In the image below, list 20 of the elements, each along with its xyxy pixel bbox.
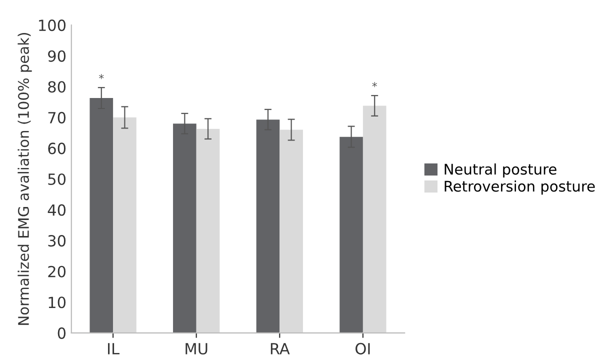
y-tick-label: 0 <box>58 327 66 339</box>
x-tick-label: IL <box>108 343 120 354</box>
y-tick-label: 100 <box>39 20 66 32</box>
y-tick-label: 40 <box>48 204 66 216</box>
x-tick-label: MU <box>186 343 208 354</box>
y-tick-label: 70 <box>48 112 66 124</box>
annotation: * <box>98 74 104 80</box>
y-tick-label: 80 <box>48 81 66 93</box>
y-tick-label: 20 <box>48 266 66 278</box>
legend-label: Neutral posture <box>444 163 556 178</box>
y-tick-label: 50 <box>48 173 66 186</box>
legend-label: Retroversion posture <box>444 180 595 195</box>
y-tick-label: 10 <box>48 296 66 308</box>
y-tick-label: 90 <box>48 50 66 62</box>
annotation: * <box>372 82 378 88</box>
y-axis-title: Normalized EMG avaliation (100% peak) <box>18 33 32 325</box>
x-tick-label: OI <box>356 342 370 354</box>
y-tick-label: 60 <box>48 142 66 154</box>
y-tick-label: 30 <box>48 235 66 247</box>
x-tick-label: RA <box>270 343 290 354</box>
